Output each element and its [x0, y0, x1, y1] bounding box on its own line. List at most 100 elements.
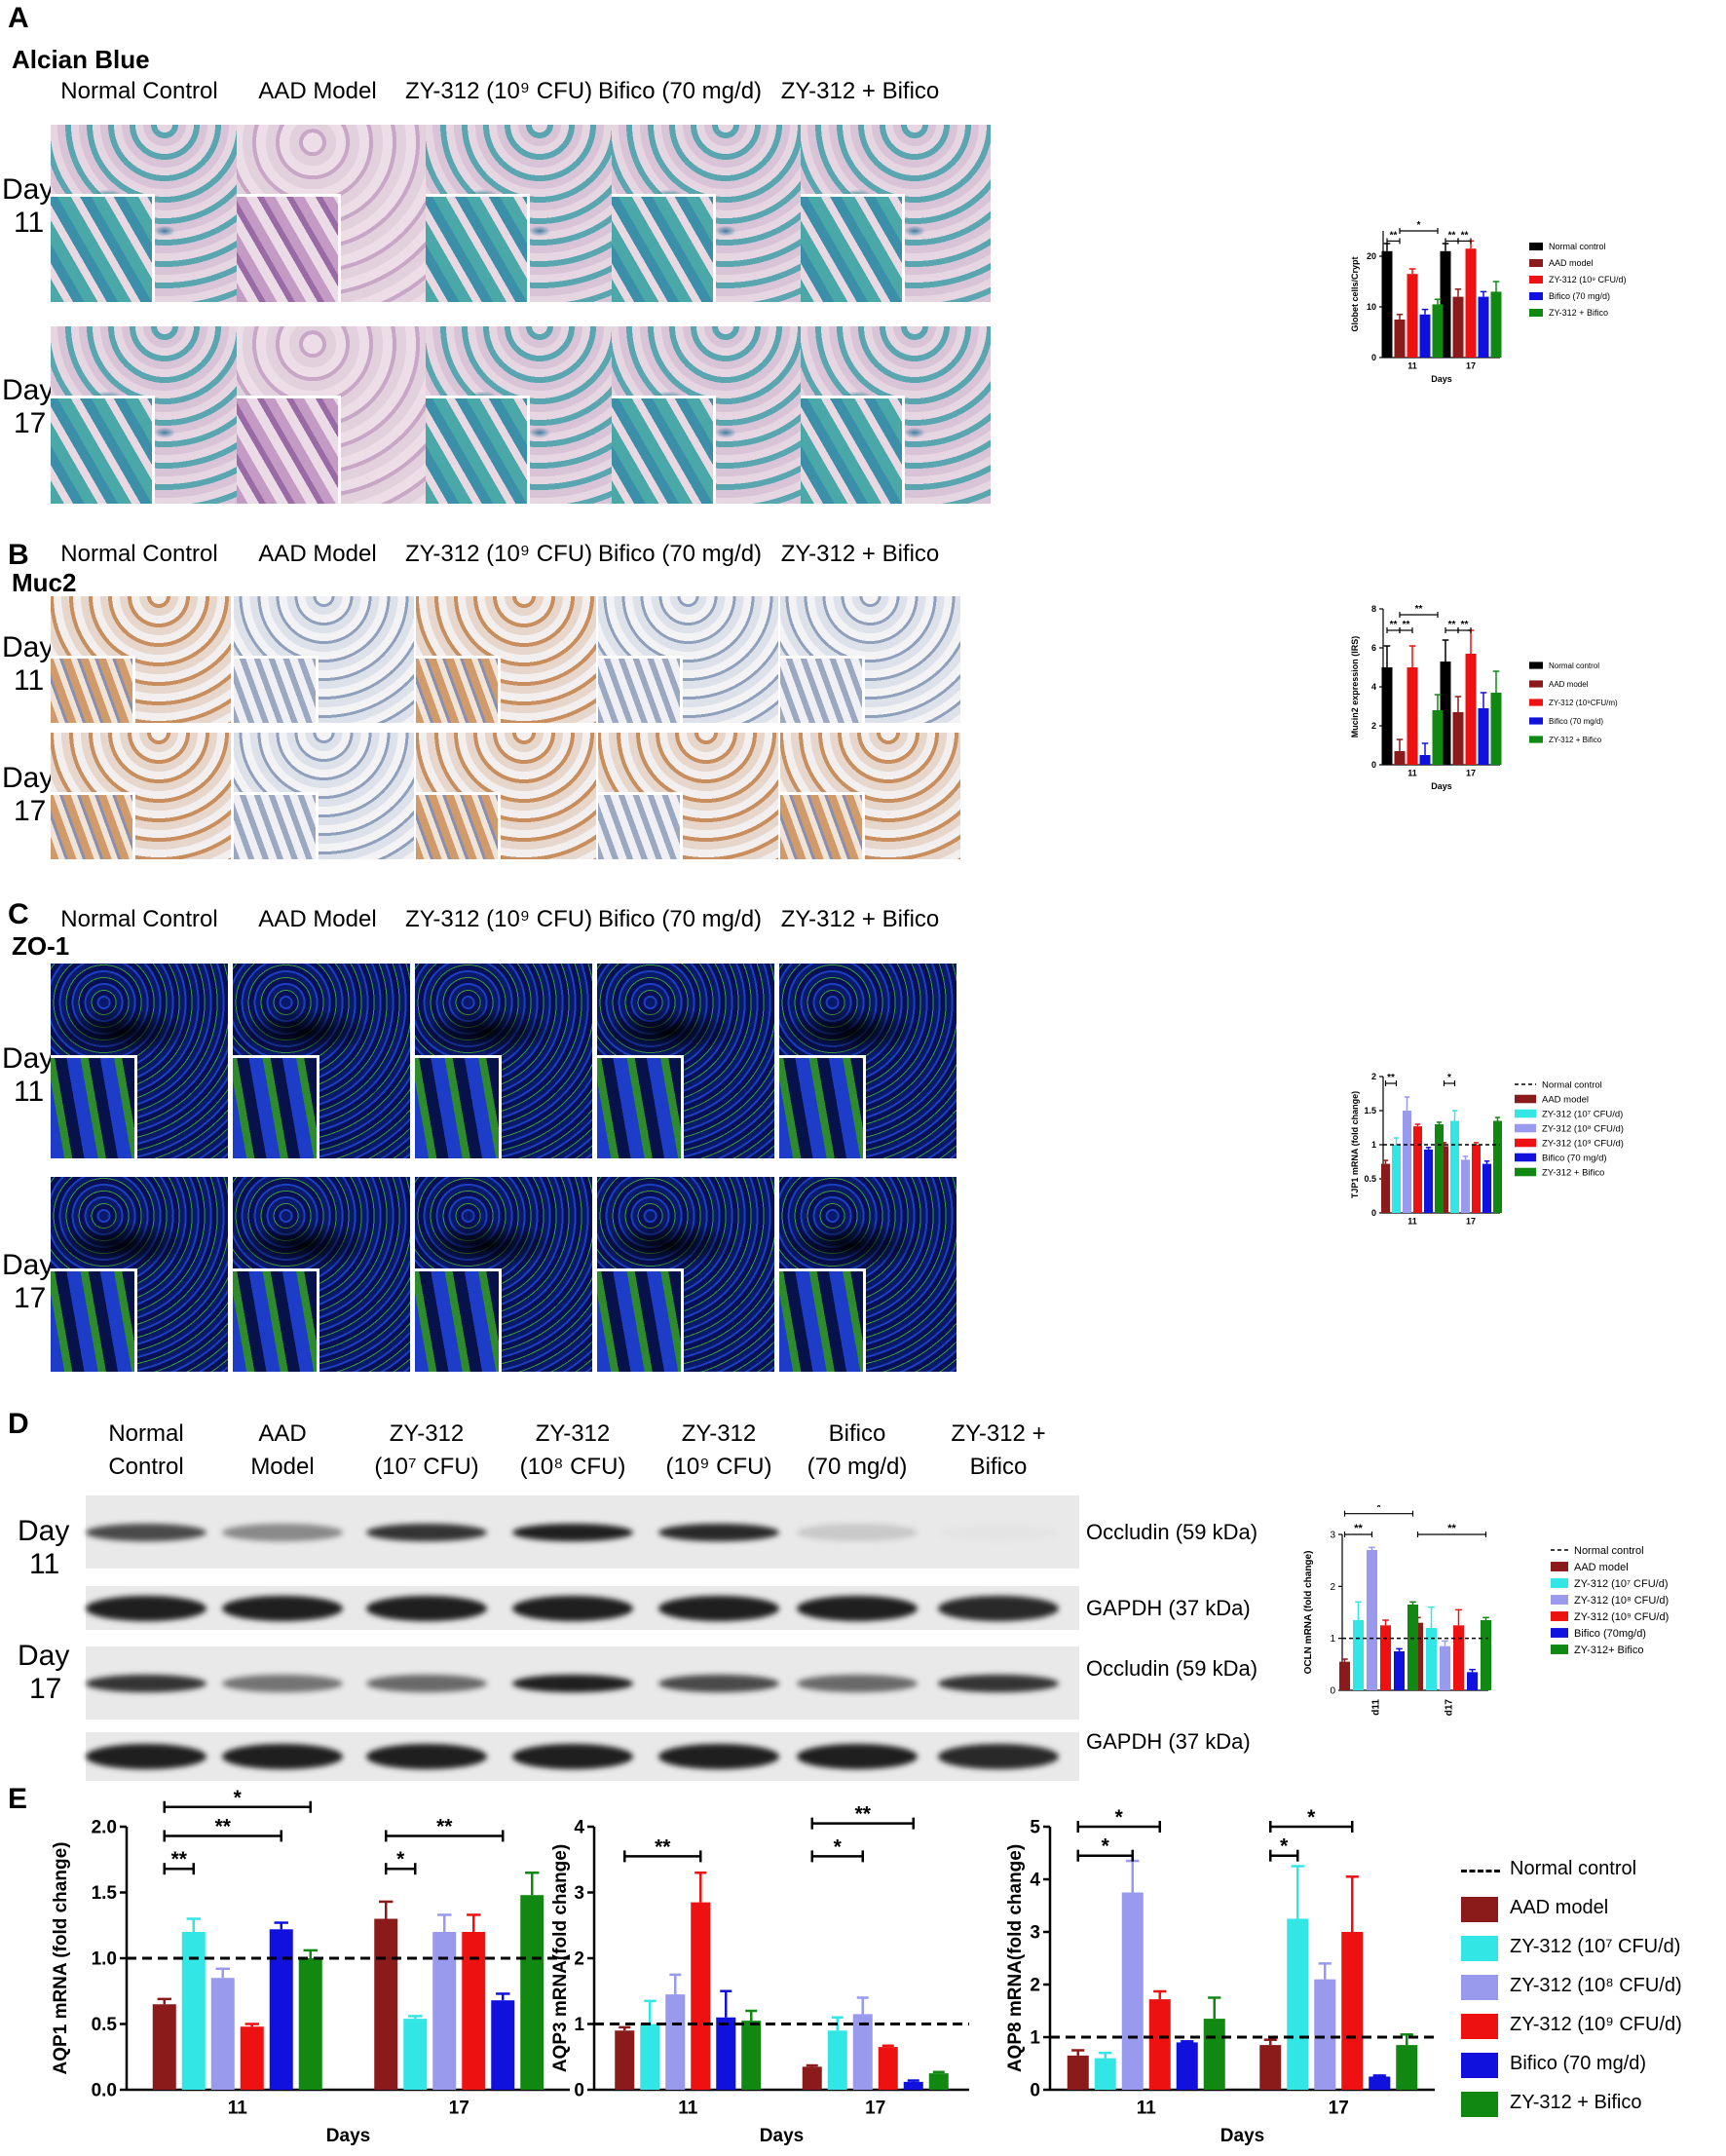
- bar-ZY-312 + Bifico-11: [1432, 710, 1444, 765]
- x-axis-title: Days: [760, 2126, 804, 2146]
- legend-label: Normal control: [1574, 1545, 1644, 1557]
- bar-AAD model-11: [1067, 2055, 1089, 2090]
- micrograph-c-r1-c0: [51, 1177, 228, 1372]
- legend-swatch: [1515, 1138, 1536, 1148]
- legend-swatch: [1551, 1645, 1568, 1654]
- day-label-a-0: Day 11: [2, 173, 60, 240]
- legend-swatch: [1551, 1628, 1568, 1638]
- legend-e-swatch: [1461, 2014, 1498, 2039]
- significance-label: *: [1102, 1835, 1110, 1858]
- legend-swatch: [1529, 736, 1543, 743]
- bar-Bifico (70 mg/d)-11: [1176, 2042, 1198, 2090]
- col-header-a-3: Bifico (70 mg/d): [597, 78, 763, 104]
- y-tick-label: 4: [1371, 682, 1376, 692]
- legend-swatch: [1551, 1595, 1568, 1605]
- legend-label: ZY-312+ Bifico: [1574, 1645, 1643, 1656]
- y-axis-title: TJP1 mRNA (fold change): [1350, 1091, 1360, 1198]
- y-tick-label: 2: [1371, 1072, 1376, 1081]
- y-tick-label: 0: [1030, 2081, 1040, 2101]
- y-tick-label: 0: [1371, 1208, 1376, 1218]
- significance-label: **: [855, 1803, 872, 1826]
- significance-label: **: [1415, 604, 1423, 615]
- legend-swatch: [1529, 680, 1543, 688]
- x-category-label: 17: [865, 2099, 885, 2119]
- x-category-label: 11: [678, 2099, 698, 2119]
- significance-label: **: [171, 1848, 188, 1871]
- lane-header-line: (70 mg/d): [807, 1454, 908, 1480]
- legend-e-row-reference: Normal control: [1461, 1856, 1724, 1893]
- day-word: Day: [2, 1249, 55, 1281]
- bar-ZY-312 (10⁹CFU/m)-17: [1465, 654, 1477, 765]
- lane-header-line: ZY-312: [535, 1420, 611, 1447]
- panel-label-d: D: [8, 1408, 29, 1440]
- bar-Normal control-17: [1440, 662, 1451, 765]
- stain-label-zo1: ZO-1: [12, 931, 70, 961]
- blot-band: [366, 1595, 487, 1621]
- y-tick-label: 3: [1330, 1531, 1335, 1541]
- y-tick-label: 1: [1330, 1634, 1335, 1645]
- bar-ZY-312 (10⁷ CFU/d)-17: [1287, 1918, 1309, 2090]
- legend-swatch: [1529, 258, 1543, 268]
- blot-band: [86, 1674, 206, 1692]
- y-axis-title: AQP1 mRNA (fold change): [51, 1842, 71, 2075]
- day-number: 17: [14, 795, 47, 827]
- micrograph-a-r0-c2: [426, 125, 616, 302]
- significance-label: **: [1461, 230, 1469, 241]
- bar-AAD model-d11: [1339, 1661, 1350, 1690]
- micrograph-inset: [237, 396, 341, 504]
- col-header-a-2: ZY-312 (10⁹ CFU): [404, 78, 593, 104]
- lane-header-line: ZY-312 +: [951, 1420, 1046, 1447]
- day-word: Day: [2, 762, 55, 794]
- day-label-b-0: Day 11: [2, 631, 60, 698]
- day-label-c-0: Day 11: [2, 1042, 60, 1109]
- micrograph-b-r0-c3: [598, 596, 778, 723]
- legend-swatch: [1515, 1123, 1536, 1133]
- legend-label: ZY-312 (10⁹ CFU/d): [1574, 1611, 1669, 1623]
- micrograph-c-r0-c2: [415, 964, 592, 1158]
- bar-Bifico (70 mg/d)-11: [1419, 314, 1431, 358]
- bar-ZY-312 (10⁷ CFU/d)-d17: [1426, 1628, 1437, 1690]
- bar-ZY-312 (10⁸ CFU/d)-17: [432, 1932, 457, 2090]
- significance-label: *: [1280, 1835, 1289, 1858]
- legend-e-label: ZY-312 (10⁷ CFU/d): [1510, 1936, 1681, 1957]
- legend-e-swatch-reference: [1461, 1870, 1500, 1872]
- x-category-label: 17: [1466, 769, 1476, 778]
- legend-label: Normal control: [1542, 1079, 1602, 1090]
- legend-e-label: ZY-312 (10⁹ CFU/d): [1510, 2014, 1682, 2035]
- bar-ZY-312 + Bifico-17: [928, 2073, 949, 2090]
- col-header-c-2: ZY-312 (10⁹ CFU): [404, 906, 593, 932]
- micrograph-b-r1-c2: [416, 733, 596, 859]
- legend-e-row-2: ZY-312 (10⁸ CFU/d): [1461, 1971, 1724, 2010]
- bar-ZY-312 (10⁹ CFU/d)-17: [1472, 1145, 1481, 1213]
- significance-label: **: [1448, 230, 1456, 241]
- y-tick-label: 2: [1030, 1976, 1040, 1996]
- lane-header-0: Normal Control: [58, 1418, 234, 1484]
- bar-AAD model-11: [152, 2004, 176, 2090]
- bar-AAD model-17: [802, 2066, 822, 2090]
- blot-band: [658, 1595, 779, 1621]
- day-number: 11: [29, 1548, 60, 1580]
- bar-ZY-312 (10⁸ CFU/d)-11: [210, 1978, 235, 2090]
- significance-label: *: [396, 1848, 405, 1871]
- significance-label: *: [1417, 220, 1421, 231]
- bar-ZY-312 (10⁷ CFU/d)-17: [403, 2019, 428, 2090]
- bar-Normal control-11: [1381, 250, 1393, 358]
- y-tick-label: 0: [574, 2081, 584, 2101]
- blot-band: [86, 1523, 206, 1541]
- micrograph-inset: [234, 656, 319, 723]
- micrograph-inset: [801, 396, 905, 504]
- day-label-d-0: Day 11: [18, 1515, 76, 1581]
- micrograph-a-r1-c0: [51, 326, 241, 504]
- y-tick-label: 1.0: [92, 1949, 117, 1970]
- y-tick-label: 4: [574, 1818, 584, 1838]
- blot-band: [938, 1595, 1059, 1621]
- legend-e-swatch: [1461, 2092, 1498, 2117]
- significance-label: **: [436, 1815, 453, 1837]
- y-tick-label: 1: [1030, 2028, 1040, 2049]
- band-label-1: GAPDH (37 kDa): [1086, 1596, 1251, 1620]
- bar-ZY-312 (10⁹ CFU/d)-11: [691, 1902, 711, 2090]
- x-category-label: d17: [1445, 1699, 1455, 1717]
- legend-label: ZY-312 (10⁷ CFU/d): [1542, 1109, 1623, 1119]
- x-category-label: 11: [1407, 769, 1417, 778]
